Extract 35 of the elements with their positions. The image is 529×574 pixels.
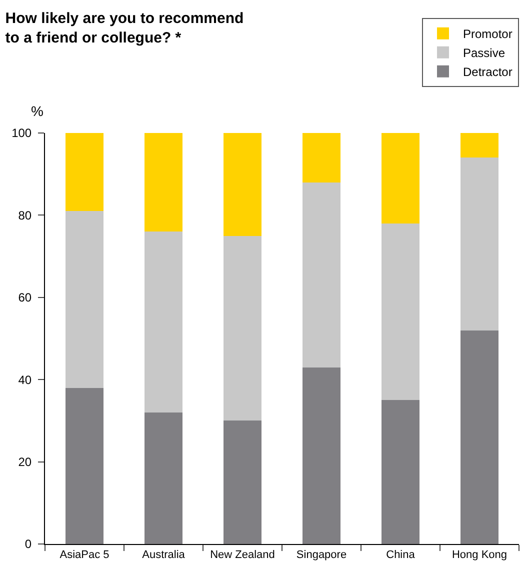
bar: [66, 388, 104, 544]
bar: [460, 330, 498, 544]
bar: [302, 182, 340, 368]
y-axis-title: %: [31, 103, 44, 119]
bar: [66, 133, 104, 212]
bar: [382, 400, 420, 544]
y-tick-label: 40: [18, 372, 32, 387]
chart-title: How likely are you to recommend to a friend or collegue? *: [5, 10, 244, 46]
y-tick-label: 60: [18, 290, 32, 305]
legend-label: Passive: [463, 46, 506, 60]
bar: [460, 133, 498, 158]
bar: [144, 412, 182, 544]
bar: [302, 367, 340, 544]
x-tick-label: Australia: [142, 549, 186, 562]
x-tick-label: Singapore: [296, 549, 347, 562]
bar: [382, 223, 420, 400]
bar: [224, 420, 262, 544]
x-tick-label: Hong Kong: [452, 549, 508, 562]
x-tick-label: AsiaPac 5: [60, 549, 110, 562]
bar: [66, 211, 104, 388]
bar: [144, 232, 182, 412]
bar: [224, 133, 262, 236]
y-tick-label: 20: [18, 455, 32, 469]
x-tick-label: China: [386, 549, 416, 562]
bar: [382, 133, 420, 224]
y-tick-label: 80: [18, 208, 32, 222]
bar: [144, 133, 182, 232]
y-tick-label: 100: [12, 126, 32, 140]
legend-label: Promotor: [463, 27, 512, 42]
bar: [224, 236, 262, 421]
bar: [302, 133, 340, 182]
x-tick-label: New Zealand: [210, 549, 275, 562]
bar: [460, 158, 498, 330]
y-tick-label: 0: [24, 537, 32, 552]
legend-label: Detractor: [463, 65, 512, 80]
